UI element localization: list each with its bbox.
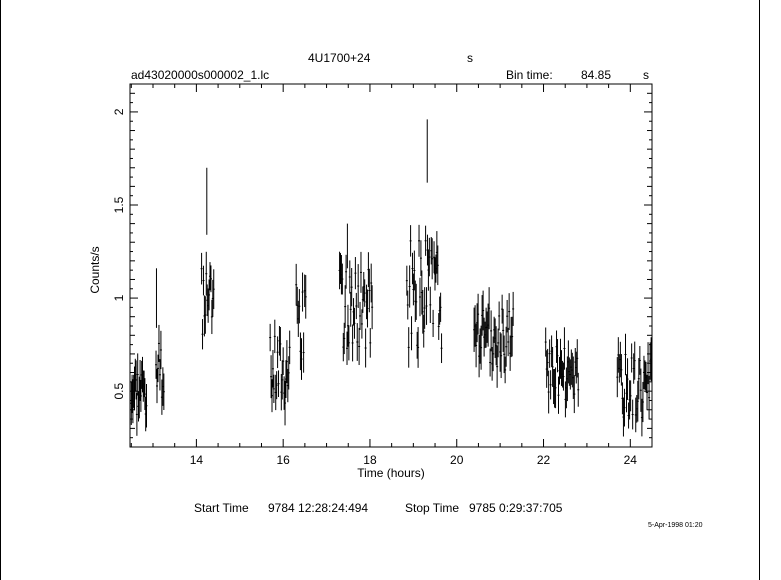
- source-suffix: s: [467, 51, 473, 65]
- x-tick-label: 20: [450, 453, 464, 467]
- stop-time-label: Stop Time: [405, 501, 459, 515]
- y-tick-label: 1: [112, 294, 126, 301]
- x-tick-label: 16: [276, 453, 290, 467]
- x-tick-labels: 14 16 18 20 22 24: [190, 453, 638, 467]
- bin-time-label: Bin time:: [506, 68, 553, 82]
- frame-right-edge: [759, 0, 760, 580]
- file-name: ad43020000s000002_1.lc: [131, 68, 269, 82]
- x-tick-label: 22: [537, 453, 551, 467]
- bin-time-value: 84.85: [581, 68, 611, 82]
- x-tick-label: 24: [624, 453, 638, 467]
- plot-frame: [129, 83, 653, 448]
- data-points: [130, 119, 653, 437]
- bin-time-unit: s: [643, 68, 649, 82]
- start-time-label: Start Time: [194, 501, 249, 515]
- frame-left-edge: [0, 0, 1, 580]
- stop-time-value: 9785 0:29:37:705: [469, 501, 563, 515]
- y-tick-label: 1.5: [112, 196, 126, 213]
- y-tick-label: 0.5: [112, 382, 126, 399]
- axis-ticks: [130, 83, 653, 447]
- y-axis-label: Counts/s: [88, 246, 102, 293]
- x-axis-label: Time (hours): [357, 466, 425, 480]
- x-tick-label: 14: [190, 453, 204, 467]
- source-name: 4U1700+24: [308, 51, 371, 65]
- y-tick-labels: 0.5 1 1.5 2: [112, 108, 126, 399]
- y-tick-label: 2: [112, 108, 126, 115]
- start-time-value: 9784 12:28:24:494: [268, 501, 368, 515]
- date-stamp: 5-Apr-1998 01:20: [648, 522, 703, 529]
- x-tick-label: 18: [363, 453, 377, 467]
